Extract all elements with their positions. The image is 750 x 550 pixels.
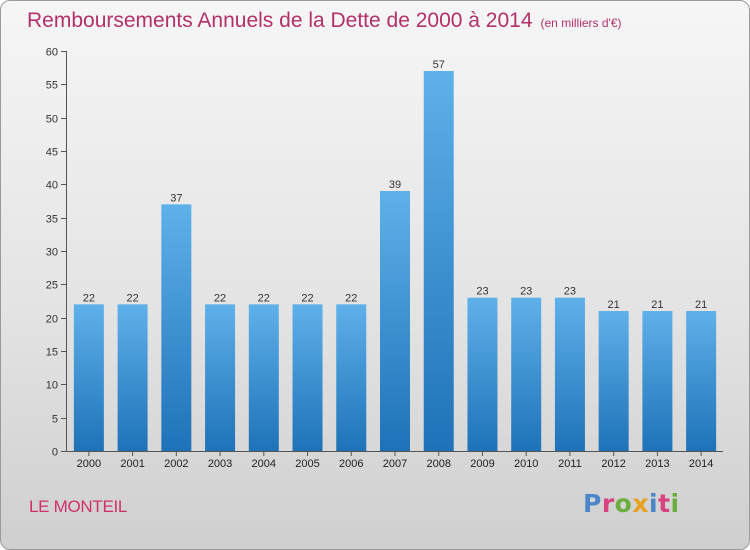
bar-value-label: 22 — [301, 292, 313, 304]
logo-letter: x — [632, 489, 649, 518]
bar-value-label: 23 — [476, 286, 488, 298]
bar — [554, 297, 585, 451]
bar — [467, 297, 498, 451]
x-tick-label: 2003 — [208, 458, 232, 470]
x-tick-label: 2005 — [295, 458, 319, 470]
bar-value-label: 22 — [345, 292, 357, 304]
logo-letter: P — [583, 489, 602, 518]
title-text: Remboursements Annuels de la Dette de 20… — [27, 9, 533, 32]
bar-value-label: 22 — [83, 292, 95, 304]
x-tick-label: 2014 — [689, 458, 713, 470]
bar-value-label: 37 — [170, 192, 182, 204]
bar-value-label: 21 — [608, 299, 620, 311]
x-tick-label: 2001 — [120, 458, 144, 470]
bar — [642, 311, 673, 451]
x-tick-label: 2006 — [339, 458, 363, 470]
bar — [73, 304, 104, 451]
bar — [380, 191, 410, 451]
x-tick-label: 2012 — [601, 458, 625, 470]
x-tick-label: 2000 — [77, 458, 101, 470]
y-tick-label: 55 — [46, 80, 58, 92]
y-tick-label: 20 — [46, 314, 58, 326]
x-tick-label: 2009 — [470, 458, 494, 470]
bar — [292, 304, 323, 451]
bar — [161, 204, 192, 451]
bar — [117, 304, 148, 451]
x-tick-label: 2011 — [558, 458, 582, 470]
y-tick-label: 50 — [46, 114, 58, 126]
bar-value-label: 21 — [695, 299, 707, 311]
proxiti-logo: Proxiti — [583, 489, 680, 518]
logo-letter: r — [601, 489, 615, 518]
bar-value-label: 22 — [258, 292, 270, 304]
y-tick-label: 45 — [46, 147, 58, 159]
bar — [686, 311, 717, 451]
y-tick-label: 30 — [46, 247, 58, 259]
bar-value-label: 23 — [564, 286, 576, 298]
y-tick-label: 5 — [52, 414, 58, 426]
bar-value-label: 39 — [389, 179, 401, 191]
y-tick-label: 15 — [46, 347, 58, 359]
x-tick-label: 2010 — [514, 458, 538, 470]
chart-title: Remboursements Annuels de la Dette de 20… — [27, 9, 622, 33]
x-tick-label: 2002 — [164, 458, 188, 470]
logo-letter: i — [670, 489, 680, 518]
x-tick-label: 2007 — [383, 458, 407, 470]
title-unit: (en milliers d'€) — [540, 16, 622, 30]
x-tick-label: 2008 — [426, 458, 450, 470]
y-tick-label: 10 — [46, 380, 58, 392]
y-tick-label: 0 — [52, 447, 58, 459]
bar — [336, 304, 367, 451]
bar — [511, 297, 542, 451]
bar — [423, 71, 454, 451]
bar — [248, 304, 279, 451]
bar-value-label: 22 — [126, 292, 138, 304]
commune-name: LE MONTEIL — [29, 497, 128, 516]
bar-value-label: 22 — [214, 292, 226, 304]
y-tick-label: 60 — [46, 47, 58, 59]
logo-letter: i — [649, 489, 659, 518]
bar-value-label: 23 — [520, 286, 532, 298]
bar — [205, 304, 236, 451]
y-tick-label: 40 — [46, 180, 58, 192]
logo-letter: o — [614, 489, 633, 518]
logo-letter: t — [658, 489, 671, 518]
bar-value-label: 57 — [433, 59, 445, 71]
bar-value-label: 21 — [651, 299, 663, 311]
bar — [598, 311, 629, 451]
x-tick-label: 2004 — [252, 458, 276, 470]
x-tick-label: 2013 — [645, 458, 669, 470]
y-tick-label: 25 — [46, 280, 58, 292]
y-tick-label: 35 — [46, 214, 58, 226]
